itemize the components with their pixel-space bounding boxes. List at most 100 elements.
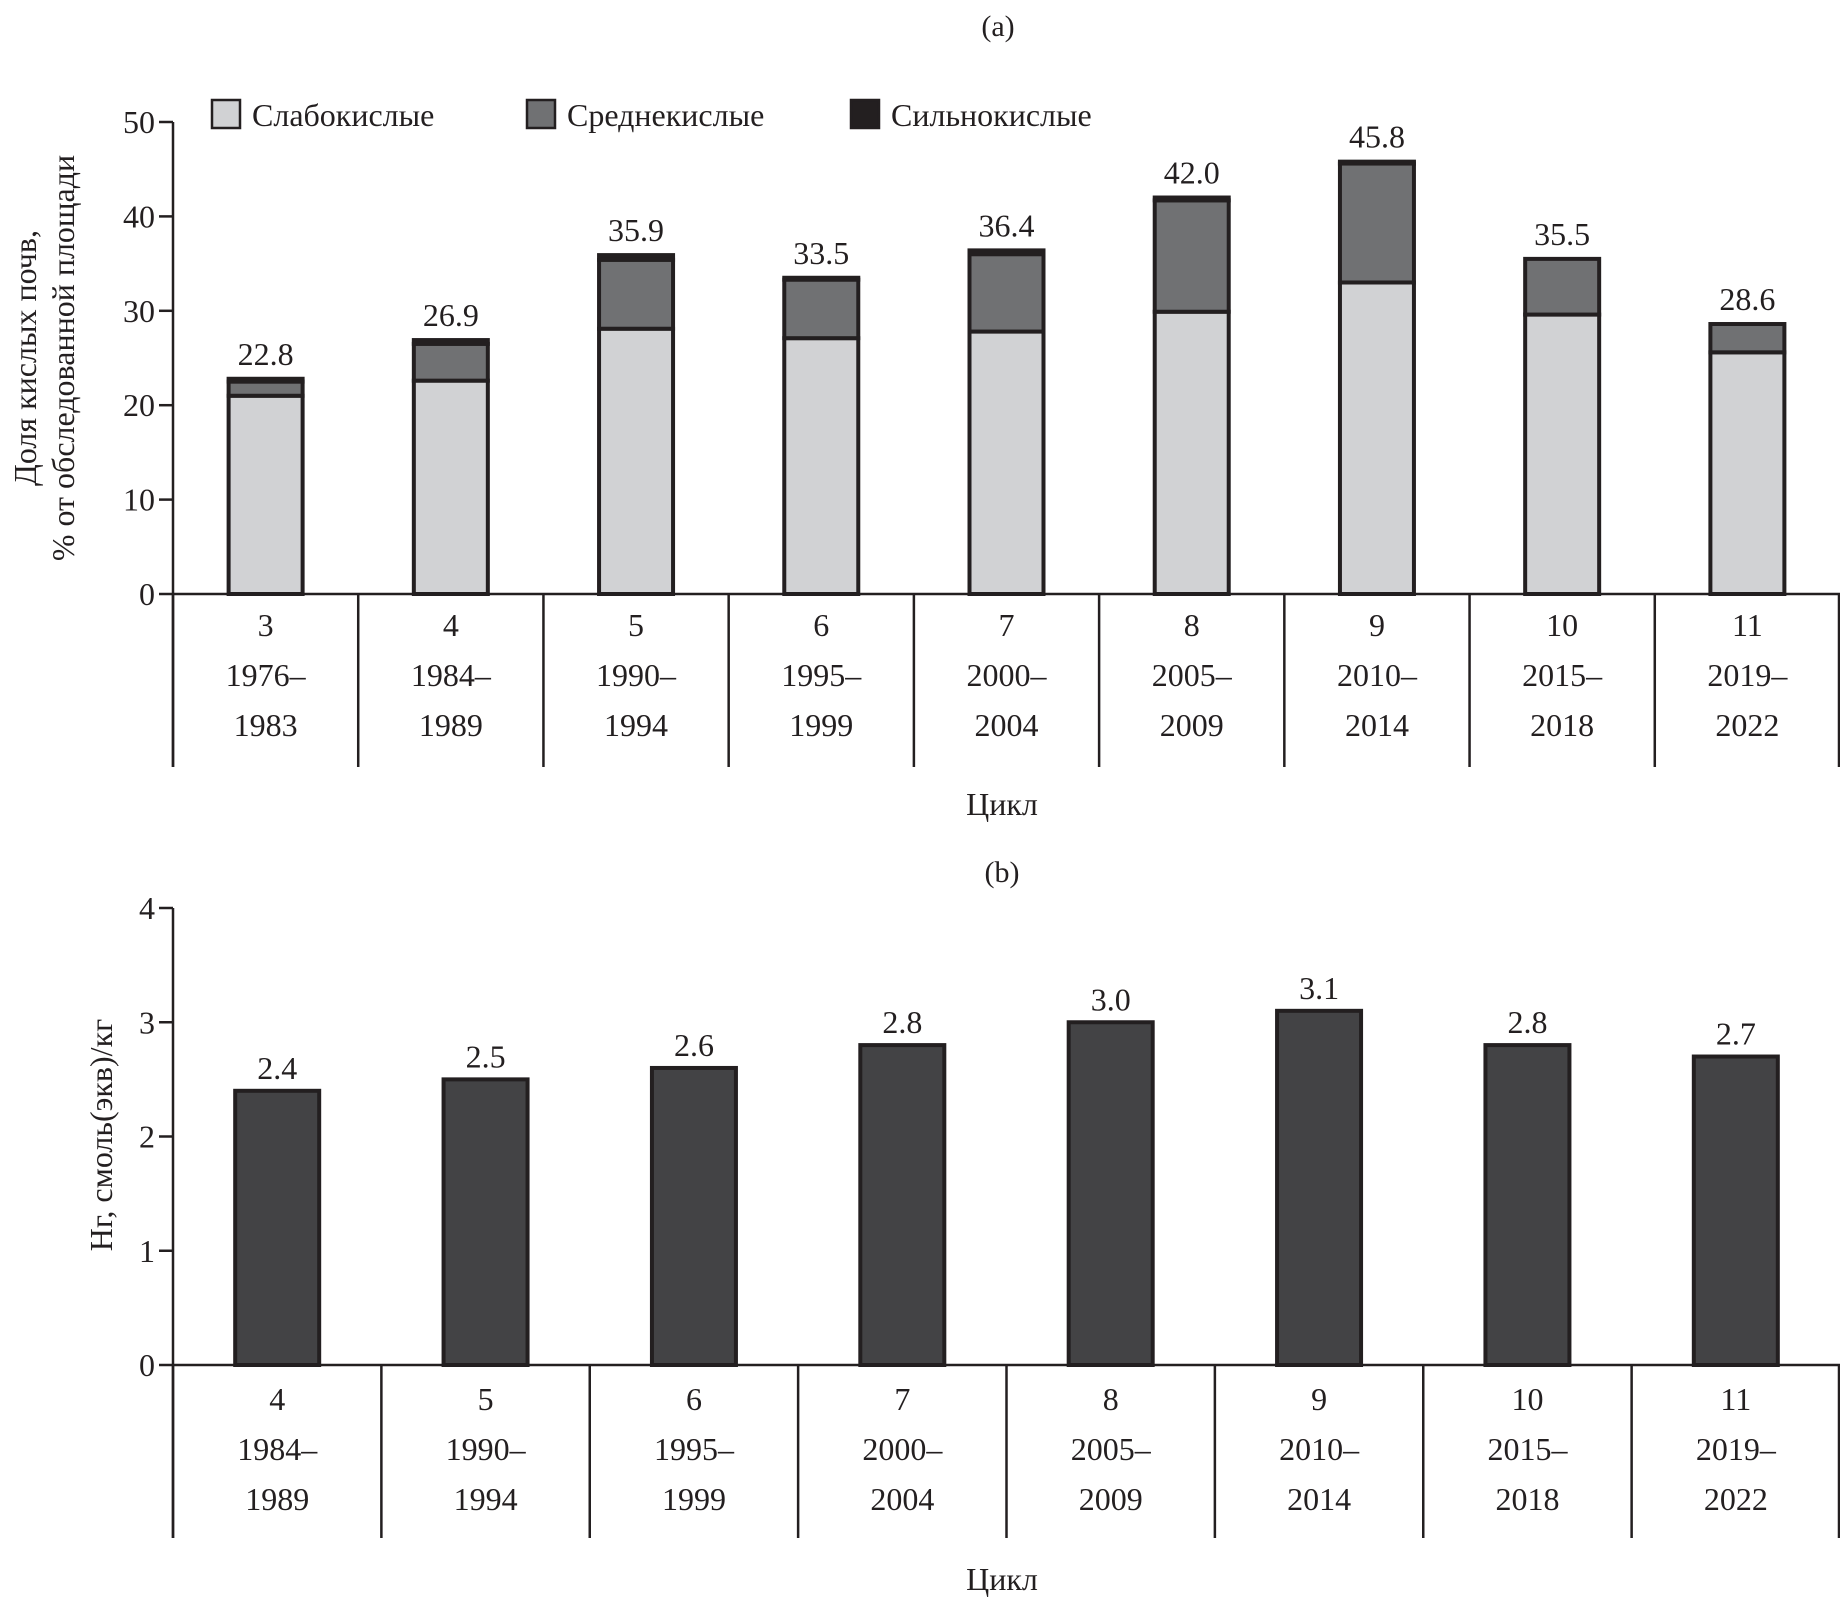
y-tick-label: 30: [123, 293, 155, 329]
category-cycle-label: 5: [478, 1381, 494, 1417]
bar-segment-3: [1337, 159, 1416, 166]
bar-segment-1: [1337, 280, 1416, 596]
bar-segment-2: [597, 257, 676, 331]
category-period-start-label: 1976–: [226, 657, 307, 693]
bar-segment-1: [1523, 312, 1602, 596]
bar-segment-3: [411, 338, 490, 346]
legend-label: Сильнокислые: [891, 97, 1092, 133]
bar-segment-2: [411, 341, 490, 383]
bar-value-label: 35.5: [1534, 216, 1590, 252]
bar-value-label: 2.7: [1716, 1016, 1756, 1052]
category-period-end-label: 1994: [454, 1481, 518, 1517]
bar-segment-1: [233, 1088, 322, 1368]
panel-a-acid-soil-share: (a) Слабокислые Среднекислые Сильнокислые …: [7, 10, 1840, 822]
panel-label-b: (b): [985, 856, 1020, 889]
bar-segment-1: [226, 393, 305, 597]
category-period-start-label: 2005–: [1152, 657, 1233, 693]
bar-segment-2: [1337, 161, 1416, 285]
category-period-start-label: 2005–: [1071, 1431, 1152, 1467]
y-axis: 0 10 20 30 40 50: [123, 104, 175, 767]
legend-swatch: [210, 98, 242, 130]
bar-segment-1: [782, 336, 861, 596]
bar-value-label: 2.8: [1507, 1004, 1547, 1040]
category-cycle-label: 8: [1184, 607, 1200, 643]
category-cycle-label: 8: [1103, 1381, 1119, 1417]
category-period-start-label: 2015–: [1487, 1431, 1568, 1467]
category-period-end-label: 2004: [870, 1481, 934, 1517]
bar-segment-2: [1523, 256, 1602, 317]
category-cycle-label: 7: [894, 1381, 910, 1417]
category-cycle-label: 11: [1732, 607, 1763, 643]
y-tick-label: 10: [123, 482, 155, 518]
bar-segment-1: [1152, 309, 1231, 596]
category-period-end-label: 1989: [419, 707, 483, 743]
category-cycle-label: 10: [1511, 1381, 1543, 1417]
y-tick-label: 1: [139, 1233, 155, 1269]
category-period-start-label: 2000–: [862, 1431, 943, 1467]
bar-segment-1: [649, 1065, 738, 1367]
bar-value-label: 2.5: [466, 1038, 506, 1074]
bar-segment-1: [1708, 350, 1787, 596]
y-axis-title: Нг, смоль(экв)/кг: [83, 1019, 119, 1251]
bar-value-label: 35.9: [608, 212, 664, 248]
category-period-end-label: 1983: [234, 707, 298, 743]
legend-swatch: [525, 98, 557, 130]
bar-value-label: 3.1: [1299, 970, 1339, 1006]
bar-segment-1: [967, 329, 1046, 596]
category-cycle-label: 5: [628, 607, 644, 643]
category-period-end-label: 1989: [245, 1481, 309, 1517]
category-period-end-label: 2009: [1160, 707, 1224, 743]
y-axis-title-line: Доля кислых почв,: [7, 230, 43, 486]
category-period-start-label: 1995–: [781, 657, 862, 693]
y-axis: 0 1 2 3 4: [139, 890, 175, 1538]
legend: Слабокислые Среднекислые Сильнокислые: [210, 97, 1092, 133]
bar-segment-3: [226, 376, 305, 384]
category-period-end-label: 1999: [662, 1481, 726, 1517]
legend-item: Сильнокислые: [849, 97, 1092, 133]
y-tick-label: 0: [139, 576, 155, 612]
category-cycle-label: 9: [1369, 607, 1385, 643]
bar-value-label: 2.8: [882, 1004, 922, 1040]
category-cycle-label: 4: [269, 1381, 285, 1417]
category-period-start-label: 2019–: [1707, 657, 1788, 693]
category-period-end-label: 1994: [604, 707, 668, 743]
bar-value-label: 2.4: [257, 1050, 297, 1086]
bar-segment-1: [597, 326, 676, 596]
category-period-end-label: 2009: [1079, 1481, 1143, 1517]
bar-value-label: 33.5: [793, 235, 849, 271]
y-axis-title-line: Нг, смоль(экв)/кг: [83, 1019, 119, 1251]
category-period-start-label: 2000–: [967, 657, 1048, 693]
category-period-start-label: 1984–: [237, 1431, 318, 1467]
legend-item: Слабокислые: [210, 97, 434, 133]
y-tick-label: 2: [139, 1119, 155, 1155]
category-cycle-label: 9: [1311, 1381, 1327, 1417]
legend-label: Среднекислые: [567, 97, 764, 133]
category-period-start-label: 2010–: [1279, 1431, 1360, 1467]
bar-segment-2: [226, 379, 305, 398]
x-axis-title: Цикл: [966, 1561, 1038, 1597]
category-period-end-label: 2018: [1495, 1481, 1559, 1517]
bar-value-label: 26.9: [423, 297, 479, 333]
category-period-start-label: 2015–: [1522, 657, 1603, 693]
y-tick-label: 20: [123, 387, 155, 423]
category-cycle-label: 4: [443, 607, 459, 643]
category-period-end-label: 2014: [1345, 707, 1409, 743]
panel-b-hydrolytic-acidity: (b) 0 1 2 3 4 Нг, смоль(экв)/кг 2.4 2.5 2.6 2.8…: [83, 856, 1840, 1597]
category-period-end-label: 2018: [1530, 707, 1594, 743]
panel-label-a: (a): [981, 10, 1014, 43]
bar-segment-3: [1152, 195, 1231, 203]
value-labels: 2.4 2.5 2.6 2.8 3.0 3.1 2.8 2.7: [257, 970, 1756, 1086]
bar-segment-3: [597, 253, 676, 262]
y-tick-label: 4: [139, 890, 155, 926]
category-period-start-label: 1995–: [654, 1431, 735, 1467]
bar-value-label: 3.0: [1091, 981, 1131, 1017]
category-period-end-label: 2022: [1704, 1481, 1768, 1517]
bar-segment-2: [1152, 198, 1231, 314]
bar-value-label: 36.4: [979, 207, 1035, 243]
bar-segment-3: [782, 275, 861, 282]
bar-segment-1: [411, 378, 490, 596]
bar-value-label: 22.8: [238, 336, 294, 372]
category-period-end-label: 2014: [1287, 1481, 1351, 1517]
category-period-start-label: 1990–: [596, 657, 677, 693]
